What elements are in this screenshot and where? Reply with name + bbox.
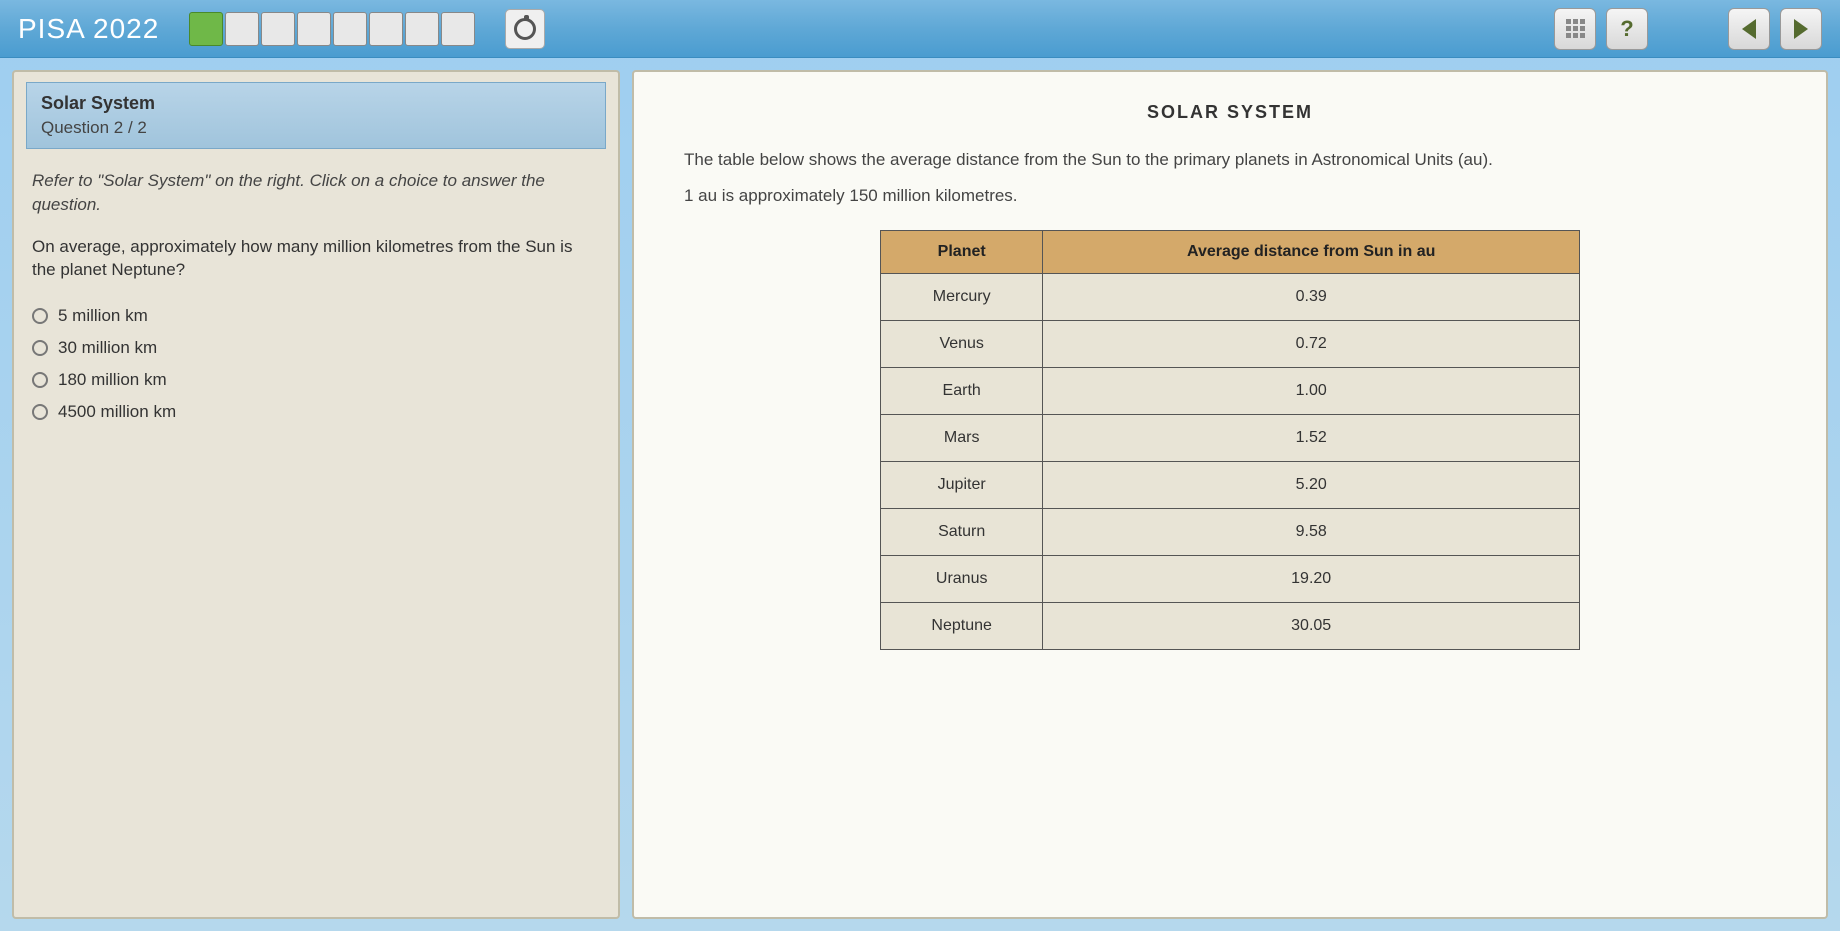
question-header: Solar System Question 2 / 2 bbox=[26, 82, 606, 149]
question-counter: Question 2 / 2 bbox=[41, 118, 591, 138]
table-cell: 1.00 bbox=[1043, 368, 1580, 415]
help-button[interactable]: ? bbox=[1606, 8, 1648, 50]
table-cell: 9.58 bbox=[1043, 509, 1580, 556]
table-header-cell: Planet bbox=[881, 231, 1043, 274]
table-cell: Mercury bbox=[881, 274, 1043, 321]
table-cell: Venus bbox=[881, 321, 1043, 368]
stimulus-intro: The table below shows the average distan… bbox=[684, 147, 1776, 173]
question-topic: Solar System bbox=[41, 93, 591, 114]
question-panel: Solar System Question 2 / 2 Refer to "So… bbox=[12, 70, 620, 919]
table-body: Mercury0.39Venus0.72Earth1.00Mars1.52Jup… bbox=[881, 274, 1580, 650]
table-cell: Mars bbox=[881, 415, 1043, 462]
table-cell: 0.39 bbox=[1043, 274, 1580, 321]
choice-option[interactable]: 5 million km bbox=[32, 300, 600, 332]
table-row: Earth1.00 bbox=[881, 368, 1580, 415]
table-cell: Uranus bbox=[881, 556, 1043, 603]
table-cell: 5.20 bbox=[1043, 462, 1580, 509]
question-instruction: Refer to "Solar System" on the right. Cl… bbox=[32, 169, 600, 217]
table-row: Neptune30.05 bbox=[881, 603, 1580, 650]
progress-indicator bbox=[189, 12, 475, 46]
question-prompt: On average, approximately how many milli… bbox=[32, 235, 600, 283]
calculator-button[interactable] bbox=[1554, 8, 1596, 50]
table-cell: 19.20 bbox=[1043, 556, 1580, 603]
arrow-right-icon bbox=[1794, 19, 1808, 39]
calculator-icon bbox=[1566, 19, 1585, 38]
progress-box bbox=[333, 12, 367, 46]
planets-table: PlanetAverage distance from Sun in au Me… bbox=[880, 230, 1580, 650]
radio-icon bbox=[32, 308, 48, 324]
table-row: Mars1.52 bbox=[881, 415, 1580, 462]
choice-option[interactable]: 180 million km bbox=[32, 364, 600, 396]
table-header-cell: Average distance from Sun in au bbox=[1043, 231, 1580, 274]
radio-icon bbox=[32, 372, 48, 388]
progress-box bbox=[189, 12, 223, 46]
timer-button[interactable] bbox=[505, 9, 545, 49]
table-row: Jupiter5.20 bbox=[881, 462, 1580, 509]
table-cell: Jupiter bbox=[881, 462, 1043, 509]
progress-box bbox=[261, 12, 295, 46]
progress-box bbox=[369, 12, 403, 46]
choices-list: 5 million km 30 million km 180 million km 4… bbox=[32, 300, 600, 428]
next-button[interactable] bbox=[1780, 8, 1822, 50]
radio-icon bbox=[32, 340, 48, 356]
stimulus-title: SOLAR SYSTEM bbox=[684, 102, 1776, 123]
table-row: Venus0.72 bbox=[881, 321, 1580, 368]
content-area: Solar System Question 2 / 2 Refer to "So… bbox=[0, 58, 1840, 931]
table-header-row: PlanetAverage distance from Sun in au bbox=[881, 231, 1580, 274]
app-title: PISA 2022 bbox=[18, 13, 159, 45]
stimulus-panel: SOLAR SYSTEM The table below shows the a… bbox=[632, 70, 1828, 919]
progress-box bbox=[297, 12, 331, 46]
progress-box bbox=[225, 12, 259, 46]
progress-box bbox=[441, 12, 475, 46]
table-cell: Saturn bbox=[881, 509, 1043, 556]
table-row: Saturn9.58 bbox=[881, 509, 1580, 556]
arrow-left-icon bbox=[1742, 19, 1756, 39]
choice-label: 180 million km bbox=[58, 370, 167, 390]
table-cell: Earth bbox=[881, 368, 1043, 415]
stimulus-note: 1 au is approximately 150 million kilome… bbox=[684, 183, 1776, 209]
choice-label: 5 million km bbox=[58, 306, 148, 326]
prev-button[interactable] bbox=[1728, 8, 1770, 50]
table-cell: 1.52 bbox=[1043, 415, 1580, 462]
top-bar: PISA 2022 ? bbox=[0, 0, 1840, 58]
right-controls: ? bbox=[1554, 8, 1822, 50]
choice-option[interactable]: 30 million km bbox=[32, 332, 600, 364]
table-cell: 0.72 bbox=[1043, 321, 1580, 368]
choice-option[interactable]: 4500 million km bbox=[32, 396, 600, 428]
table-row: Uranus19.20 bbox=[881, 556, 1580, 603]
progress-box bbox=[405, 12, 439, 46]
radio-icon bbox=[32, 404, 48, 420]
table-cell: Neptune bbox=[881, 603, 1043, 650]
choice-label: 30 million km bbox=[58, 338, 157, 358]
choice-label: 4500 million km bbox=[58, 402, 176, 422]
table-cell: 30.05 bbox=[1043, 603, 1580, 650]
timer-icon bbox=[514, 18, 536, 40]
question-body: Refer to "Solar System" on the right. Cl… bbox=[14, 149, 618, 448]
table-row: Mercury0.39 bbox=[881, 274, 1580, 321]
